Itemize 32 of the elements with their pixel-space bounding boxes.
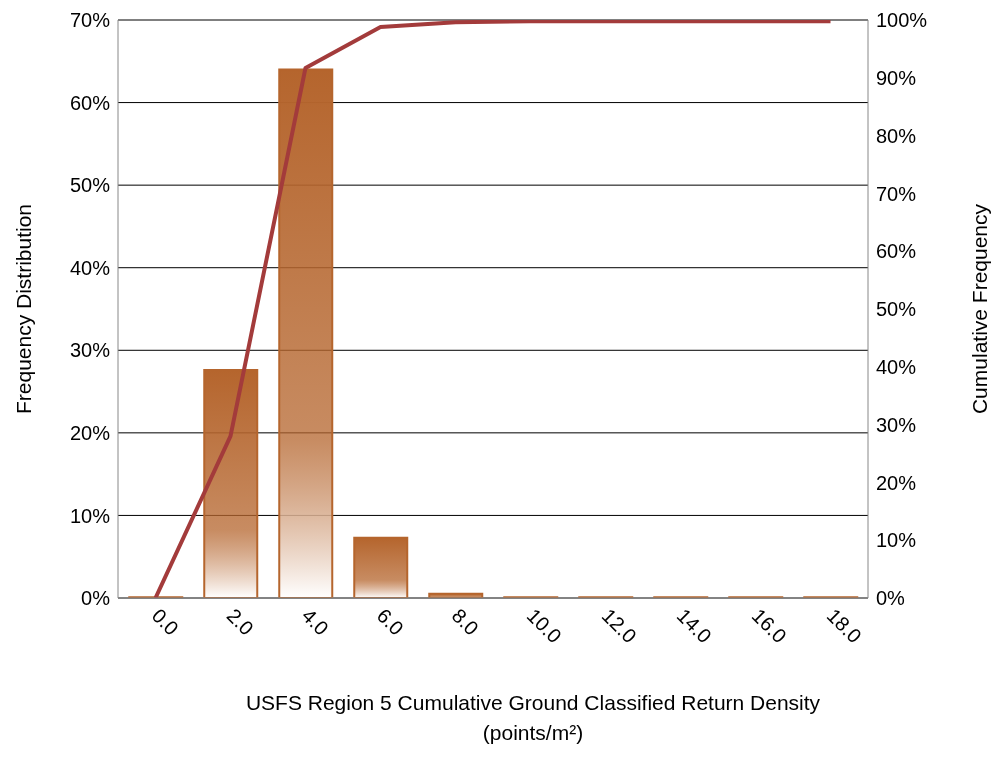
y2-tick-label: 70% (876, 182, 917, 205)
x-tick-label: 16.0 (747, 604, 791, 648)
x-tick-label: 10.0 (522, 604, 566, 648)
y2-tick-label: 80% (876, 124, 917, 147)
y2-tick-label: 100% (876, 9, 928, 32)
x-tick-label: 14.0 (672, 604, 716, 648)
y-tick-label: 20% (69, 421, 111, 444)
y-tick-label: 30% (69, 339, 111, 362)
x-tick-label: 0.0 (147, 604, 183, 640)
y2-tick-label: 20% (876, 471, 917, 494)
x-tick-label: 6.0 (372, 604, 408, 640)
y-tick-label: 10% (69, 504, 111, 527)
x-tick-label: 12.0 (597, 604, 641, 648)
x-tick-label: 2.0 (222, 604, 258, 640)
y-tick-label: 60% (69, 91, 111, 114)
y2-tick-label: 50% (876, 298, 917, 321)
y2-tick-label: 90% (876, 66, 917, 89)
y-tick-label: 0% (81, 587, 111, 610)
y2-tick-label: 40% (876, 355, 917, 378)
x-tick-label: 4.0 (297, 604, 333, 640)
y2-axis-title: Cumulative Frequency (968, 203, 992, 415)
y2-tick-label: 30% (876, 413, 917, 436)
y-axis-title: Frequency Distribution (12, 203, 36, 415)
x-tick-label: 18.0 (822, 604, 866, 648)
y-tick-label: 50% (69, 174, 111, 197)
y-tick-label: 70% (69, 9, 111, 32)
x-tick-label: 8.0 (447, 604, 483, 640)
y-tick-label: 40% (69, 256, 111, 279)
y2-tick-label: 60% (876, 240, 917, 263)
y2-tick-label: 0% (876, 587, 906, 610)
y2-tick-label: 10% (876, 529, 917, 552)
x-axis-title: USFS Region 5 Cumulative Ground Classified Return Density (points/m²) (244, 690, 822, 746)
